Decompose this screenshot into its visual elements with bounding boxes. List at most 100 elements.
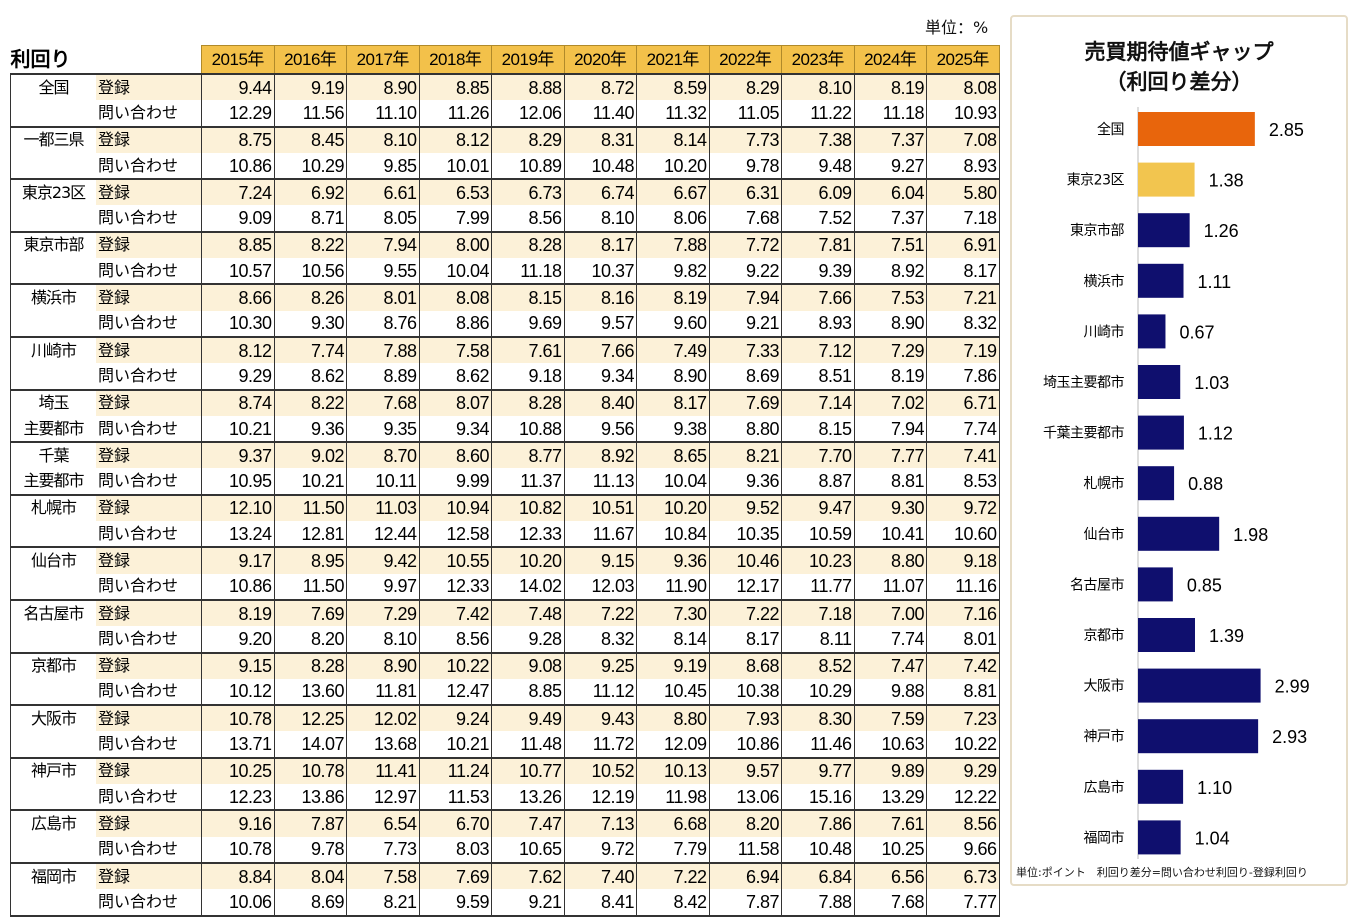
city-name: 一都三県 [10, 125, 96, 153]
yield-cell: 8.90 [346, 651, 420, 679]
yield-cell: 9.97 [346, 573, 420, 600]
city-name: 東京市部 [10, 230, 96, 259]
yield-cell: 6.04 [853, 178, 927, 206]
bar [1138, 263, 1184, 298]
table-row: 問い合わせ 9.09 8.71 8.05 7.99 8.56 8.10 8.06 7.68 7.5… [10, 205, 1000, 232]
yield-cell: 9.38 [636, 415, 710, 443]
bar [1138, 415, 1184, 450]
yield-cell: 8.01 [926, 626, 1000, 653]
yield-cell: 13.29 [853, 784, 927, 811]
yield-cell: 11.07 [853, 573, 927, 600]
yield-cell: 8.81 [853, 468, 927, 495]
city-name: 主要都市 [10, 468, 96, 495]
row-type-label: 問い合わせ [98, 471, 179, 491]
table-row: 川崎市 登録 8.12 7.74 7.88 7.58 7.61 7.66 7.49 7.33 7.1… [10, 335, 1000, 364]
yield-cell: 10.25 [201, 756, 275, 785]
bar [1138, 769, 1184, 804]
yield-cell: 11.72 [563, 731, 637, 758]
yield-cell: 7.13 [563, 809, 637, 837]
yield-cell: 11.67 [563, 521, 637, 548]
table-row: 問い合わせ 10.78 9.78 7.73 8.03 10.65 9.72 7.79 11.58… [10, 836, 1000, 863]
yield-cell: 11.77 [781, 573, 855, 600]
yield-cell: 7.86 [926, 363, 1000, 390]
yield-cell: 8.10 [346, 125, 420, 153]
yield-cell: 12.25 [273, 704, 347, 732]
yield-cell: 8.72 [563, 72, 637, 101]
yield-cell: 7.77 [853, 441, 927, 469]
yield-cell: 10.06 [201, 889, 275, 917]
chart-footnote: 単位:ポイント 利回り差分=問い合わせ利回り-登録利回り [1016, 866, 1308, 879]
yield-cell: 8.11 [781, 626, 855, 653]
category-label: 東京23区 [1067, 173, 1125, 189]
row-type-label: 登録 [96, 335, 202, 364]
value-label: 1.04 [1195, 828, 1230, 848]
city-name: 札幌市 [10, 493, 96, 522]
yield-cell: 9.77 [781, 756, 855, 785]
table-row: 問い合わせ 13.71 14.07 13.68 10.21 11.48 11.72 12.09… [10, 731, 1000, 758]
yield-cell: 12.58 [418, 521, 492, 548]
city-name [10, 258, 96, 285]
yield-cell: 11.05 [708, 100, 782, 127]
yield-cell: 9.88 [853, 678, 927, 706]
yield-cell: 8.17 [563, 230, 637, 259]
category-label: 仙台市 [1084, 526, 1125, 543]
yield-cell: 13.68 [346, 731, 420, 758]
yield-cell: 10.23 [781, 546, 855, 574]
yield-cell: 10.41 [853, 521, 927, 548]
category-label: 千葉主要都市 [1043, 425, 1124, 442]
yield-cell: 8.15 [491, 283, 565, 311]
row-type-label: 登録 [96, 651, 202, 679]
yield-cell: 12.47 [418, 678, 492, 706]
yield-cell: 7.68 [346, 388, 420, 416]
bar [1138, 314, 1166, 349]
table-row: 問い合わせ 10.06 8.69 8.21 9.59 9.21 8.41 8.42 7.87 7.… [10, 889, 1000, 917]
yield-cell: 7.74 [926, 415, 1000, 443]
yield-cell: 8.17 [636, 388, 710, 416]
table-header-row: 利回り 2015年 2016年 2017年 2018年 2019年 2020年 2021年 2… [11, 45, 1000, 75]
yield-cell: 9.43 [563, 704, 637, 732]
row-type-label: 問い合わせ [98, 260, 179, 280]
yield-cell: 8.22 [273, 388, 347, 416]
yield-cell: 8.19 [201, 598, 275, 627]
table-row: 問い合わせ 10.86 11.50 9.97 12.33 14.02 12.03 11.90 1… [10, 573, 1000, 600]
yield-cell: 11.90 [636, 573, 710, 600]
yield-cell: 8.75 [201, 125, 275, 153]
yield-cell: 6.73 [926, 861, 1000, 890]
table-row: 一都三県 登録 8.75 8.45 8.10 8.12 8.29 8.31 8.14 7.73 7.… [10, 125, 1000, 153]
city-name: 名古屋市 [10, 598, 96, 627]
yield-cell: 10.56 [273, 258, 347, 285]
yield-cell: 9.34 [563, 363, 637, 390]
yield-cell: 11.32 [636, 100, 710, 127]
city-name: 横浜市 [10, 283, 96, 311]
table-row: 埼玉 登録 8.74 8.22 7.68 8.07 8.28 8.40 8.17 7.69 7.14… [10, 388, 1000, 416]
yield-cell: 7.59 [853, 704, 927, 732]
value-label: 1.12 [1198, 424, 1233, 444]
yield-cell: 7.88 [636, 230, 710, 259]
yield-cell: 8.66 [201, 283, 275, 311]
yield-cell: 7.53 [853, 283, 927, 311]
yield-cell: 7.70 [781, 441, 855, 469]
yield-cell: 9.34 [418, 415, 492, 443]
yield-cell: 10.38 [708, 678, 782, 706]
yield-cell: 10.13 [636, 756, 710, 785]
city-name: 神戸市 [10, 756, 96, 785]
yield-cell: 7.87 [273, 809, 347, 837]
yield-cell: 13.06 [708, 784, 782, 811]
yield-cell: 8.14 [636, 125, 710, 153]
yield-cell: 10.84 [636, 521, 710, 548]
yield-cell: 8.90 [636, 363, 710, 390]
yield-cell: 8.59 [636, 72, 710, 101]
yield-cell: 7.81 [781, 230, 855, 259]
yield-cell: 10.20 [636, 152, 710, 180]
yield-cell: 6.67 [636, 178, 710, 206]
bar [1138, 516, 1220, 551]
yield-cell: 9.48 [781, 152, 855, 180]
yield-cell: 8.93 [926, 152, 1000, 180]
city-name [10, 678, 96, 706]
yield-cell: 9.44 [201, 72, 275, 101]
yield-cell: 8.62 [273, 363, 347, 390]
yield-cell: 6.92 [273, 178, 347, 206]
yield-cell: 8.69 [273, 889, 347, 917]
table-row: 京都市 登録 9.15 8.28 8.90 10.22 9.08 9.25 9.19 8.68 8.… [10, 651, 1000, 679]
yield-cell: 10.04 [418, 258, 492, 285]
